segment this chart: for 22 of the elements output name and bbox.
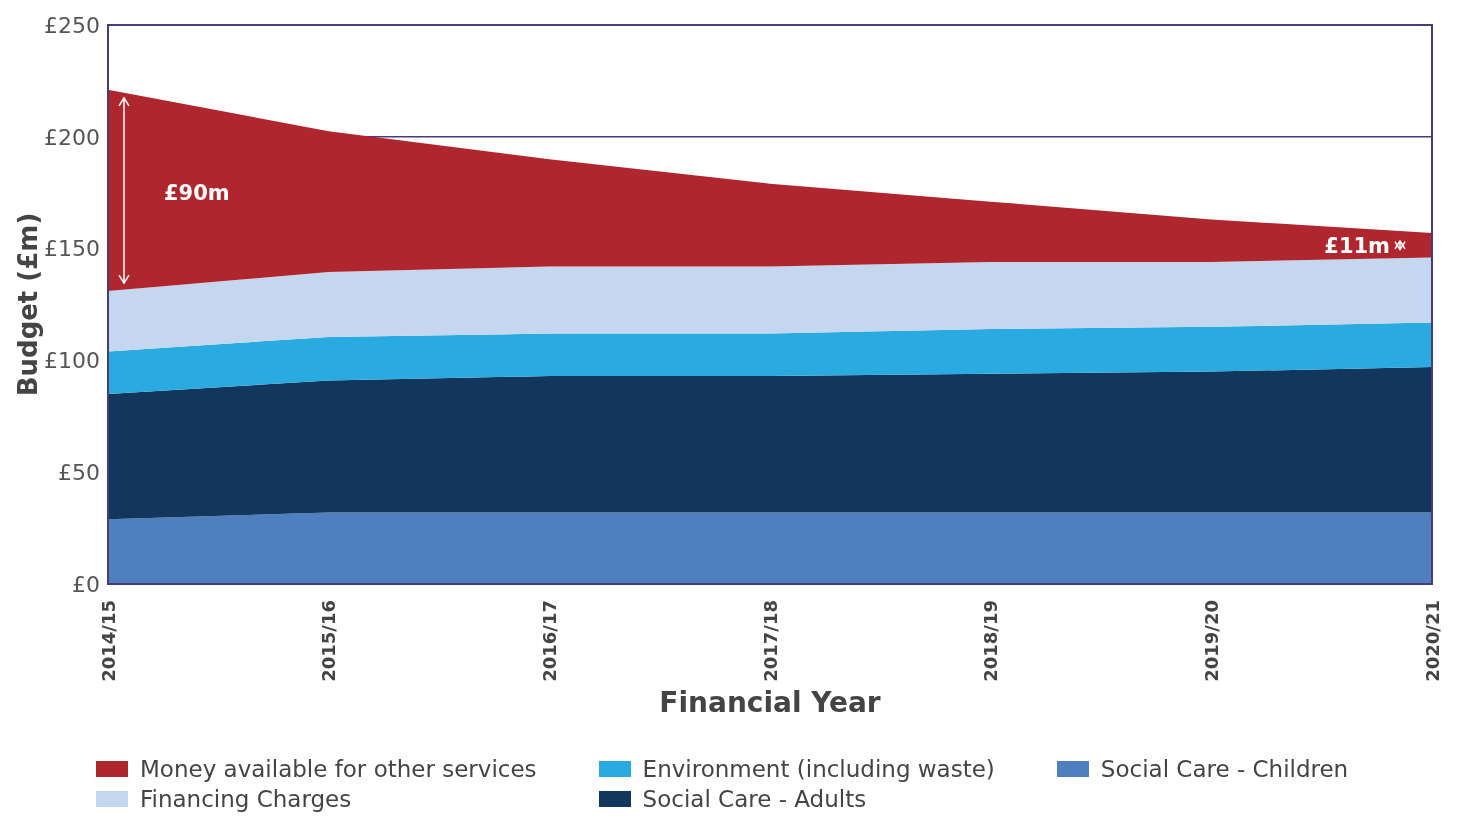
legend-label: Financing Charges [140,786,352,812]
x-axis-title: Financial Year [659,686,881,719]
x-tick-label: 2017/18 [759,600,781,682]
annotation: £90m [164,180,230,205]
y-tick-label: £250 [44,12,100,38]
y-tick-label: £0 [72,571,100,597]
x-tick-label: 2014/15 [97,600,119,682]
legend-label: Social Care - Children [1100,756,1349,782]
legend-label: Money available for other services [140,756,537,782]
y-tick-label: £200 [44,124,100,150]
x-tick-label: 2019/20 [1200,600,1222,682]
x-tick-label: 2015/16 [318,600,340,682]
x-tick-label: 2018/19 [980,600,1002,682]
y-tick-label: £150 [44,236,100,262]
y-tick-label: £50 [58,460,100,486]
x-tick-label: 2016/17 [538,600,560,682]
y-axis-title: Budget (£m) [13,212,43,397]
annotation: £11m [1324,234,1390,259]
y-tick-label: £100 [44,348,100,374]
legend-label: Social Care - Adults [642,786,867,812]
legend-label: Environment (including waste) [642,756,995,782]
x-tick-label: 2020/21 [1421,600,1443,682]
